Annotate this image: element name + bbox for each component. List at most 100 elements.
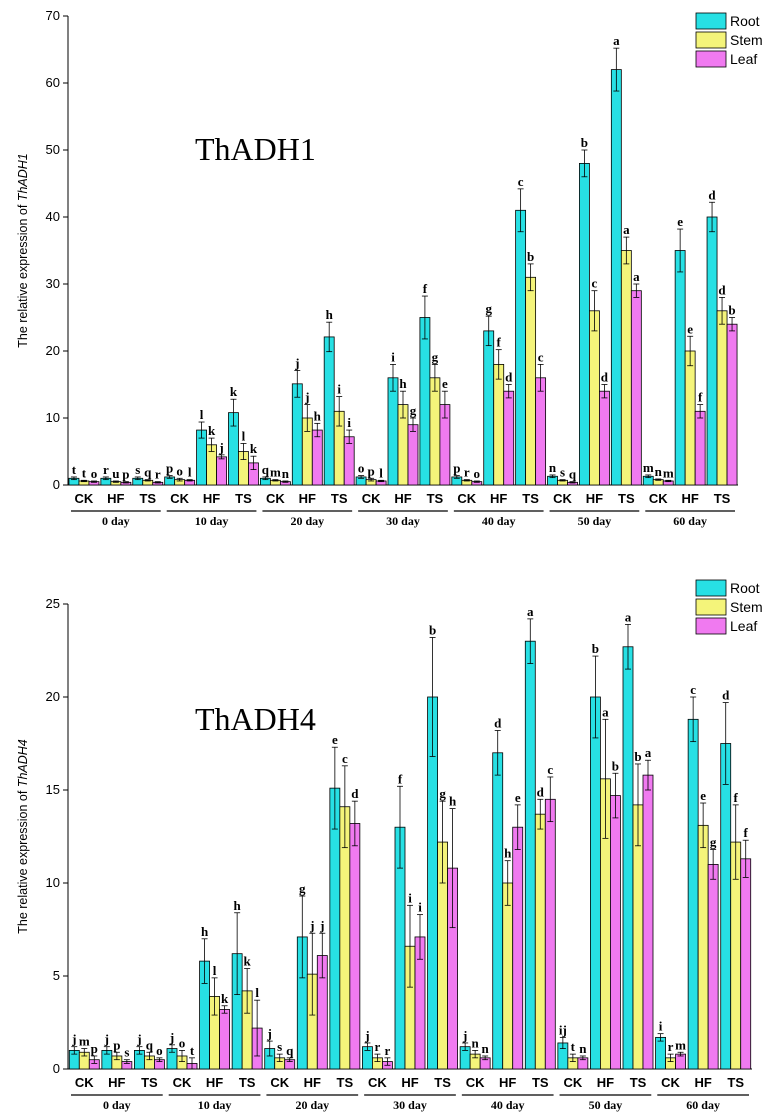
treatment-label: TS	[235, 491, 252, 506]
significance-label: c	[592, 276, 598, 291]
significance-label: o	[176, 463, 183, 478]
significance-label: r	[464, 465, 470, 480]
significance-label: i	[337, 382, 341, 397]
treatment-label: CK	[553, 491, 572, 506]
legend-swatch-stem	[695, 598, 727, 616]
bar-leaf	[630, 290, 642, 486]
treatment-label: CK	[466, 1075, 485, 1090]
significance-label: r	[155, 467, 161, 482]
bar-stem	[684, 350, 696, 486]
y-tick-label: 20	[46, 343, 60, 358]
bar-leaf	[707, 863, 719, 1070]
significance-label: s	[124, 1045, 129, 1060]
significance-label: e	[677, 214, 683, 229]
significance-label: m	[643, 460, 654, 475]
significance-label: q	[286, 1043, 294, 1058]
significance-label: t	[82, 465, 87, 480]
significance-label: b	[728, 303, 735, 318]
bar-root	[579, 162, 590, 486]
bar-leaf	[642, 774, 654, 1070]
legend-swatch-root	[695, 579, 727, 597]
bar-root	[291, 383, 303, 486]
significance-label: p	[122, 467, 129, 482]
significance-label: l	[255, 985, 259, 1000]
y-tick-label: 0	[53, 477, 60, 492]
significance-label: a	[623, 222, 630, 237]
treatment-label: CK	[563, 1075, 582, 1090]
significance-label: c	[538, 349, 544, 364]
bar-root	[419, 317, 431, 486]
significance-label: a	[625, 609, 632, 624]
treatment-label: CK	[661, 1075, 680, 1090]
significance-label: o	[358, 461, 365, 476]
significance-label: ij	[559, 1022, 567, 1037]
bar-root	[387, 377, 399, 486]
significance-label: h	[201, 924, 209, 939]
significance-label: g	[299, 881, 306, 896]
y-tick-label: 0	[53, 1061, 60, 1076]
treatment-label: TS	[714, 491, 731, 506]
significance-label: j	[71, 1032, 76, 1047]
group-label: 20 day	[295, 1098, 329, 1112]
significance-label: q	[262, 462, 270, 477]
significance-label: j	[304, 390, 309, 405]
bar-leaf	[694, 410, 706, 486]
significance-label: t	[571, 1039, 576, 1054]
significance-label: m	[675, 1037, 686, 1052]
y-tick-label: 40	[46, 209, 60, 224]
bar-leaf	[512, 826, 524, 1070]
significance-label: f	[744, 825, 749, 840]
significance-label: j	[294, 355, 299, 370]
significance-label: n	[579, 1041, 587, 1056]
significance-label: k	[244, 954, 252, 969]
significance-label: m	[663, 465, 674, 480]
significance-label: j	[267, 1026, 272, 1041]
treatment-label: TS	[141, 1075, 158, 1090]
bar-root	[674, 250, 686, 486]
significance-label: f	[734, 790, 739, 805]
group-label: 40 day	[491, 1098, 525, 1112]
significance-label: d	[494, 715, 502, 730]
treatment-label: HF	[586, 491, 603, 506]
treatment-label: HF	[299, 491, 316, 506]
significance-label: e	[332, 732, 338, 747]
bar-leaf	[219, 1009, 230, 1070]
significance-label: o	[474, 466, 481, 481]
thadh1-chart: 0 10 20 30 40 50 60 70 The relative expression o…	[16, 8, 763, 528]
treatment-label: CK	[457, 491, 476, 506]
significance-label: e	[442, 376, 448, 391]
significance-label: d	[351, 786, 359, 801]
bar-leaf	[407, 424, 419, 486]
treatment-label: CK	[75, 1075, 94, 1090]
significance-label: b	[634, 749, 641, 764]
significance-label: c	[342, 751, 348, 766]
chart-title: ThADH1	[195, 131, 316, 167]
treatment-label: TS	[239, 1075, 256, 1090]
group-label: 40 day	[482, 514, 516, 528]
treatment-label: TS	[139, 491, 156, 506]
significance-label: f	[423, 281, 428, 296]
significance-label: o	[156, 1043, 163, 1058]
significance-label: k	[250, 441, 258, 456]
significance-label: d	[718, 282, 726, 297]
bar-root	[515, 209, 527, 486]
bar-stem	[493, 363, 505, 486]
significance-label: p	[453, 461, 460, 476]
treatment-label: TS	[434, 1075, 451, 1090]
legend-label-stem: Stem	[730, 599, 763, 615]
significance-label: b	[612, 758, 619, 773]
significance-label: g	[432, 349, 439, 364]
significance-label: c	[547, 762, 553, 777]
bar-leaf	[535, 377, 547, 486]
treatment-label: TS	[727, 1075, 744, 1090]
significance-label: l	[242, 428, 246, 443]
significance-label: j	[319, 918, 324, 933]
significance-label: c	[518, 174, 524, 189]
treatment-label: HF	[304, 1075, 321, 1090]
bar-root	[610, 69, 622, 486]
significance-label: o	[91, 466, 98, 481]
bar-stem	[502, 882, 514, 1070]
significance-label: j	[364, 1028, 369, 1043]
bar-stem	[589, 310, 600, 486]
thadh4-chart: 0 5 10 15 20 25 The relative expression of ThA…	[16, 579, 763, 1112]
